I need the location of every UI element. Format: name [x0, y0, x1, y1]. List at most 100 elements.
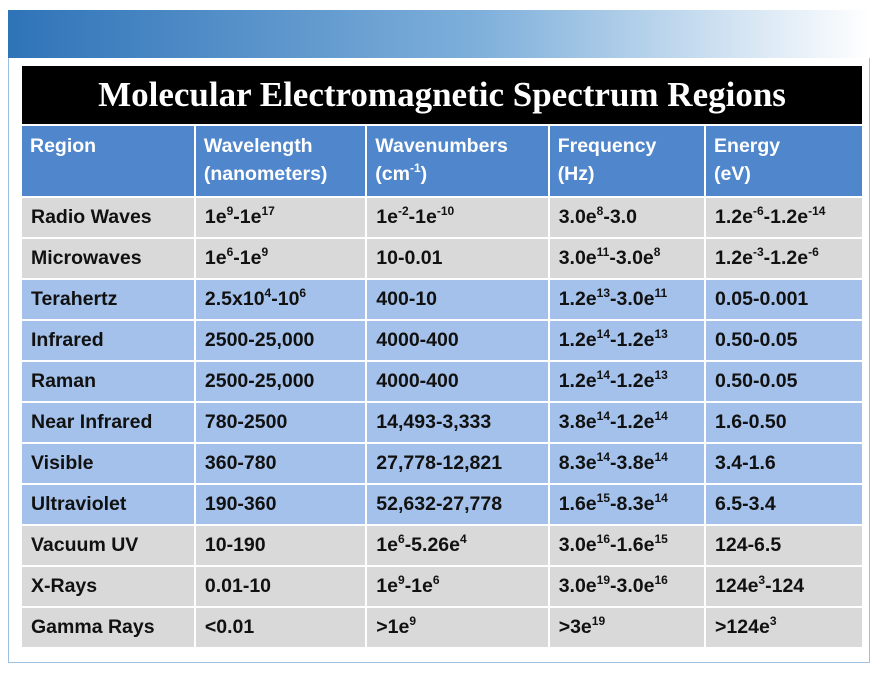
value-cell: 0.05-0.001 — [706, 280, 862, 319]
value-cell: >1e9 — [367, 608, 548, 647]
text: -1.2e — [610, 329, 655, 351]
value-cell: 10-0.01 — [367, 239, 548, 278]
text: -1.6e — [610, 534, 655, 556]
table-row: Infrared 2500-25,000 4000-400 1.2e14-1.2e13… — [22, 321, 862, 360]
text: 2.5x10 — [204, 288, 265, 310]
value-cell: 1.2e-6-1.2e-14 — [706, 198, 862, 237]
text: 3.8e — [558, 411, 597, 433]
text: ) — [420, 163, 428, 185]
region-cell: Microwaves — [22, 239, 194, 278]
value-cell: 10-190 — [195, 526, 366, 565]
text: Wavelength — [203, 135, 313, 157]
superscript: 14 — [654, 450, 668, 464]
header-line: Wavenumbers — [375, 132, 539, 160]
region-cell: Radio Waves — [22, 198, 194, 237]
superscript: 14 — [596, 327, 610, 341]
text: 360-780 — [204, 452, 277, 474]
text: <0.01 — [204, 616, 255, 638]
superscript: 8 — [596, 204, 604, 218]
header-cell: Energy (eV) — [706, 126, 862, 196]
slide-frame — [8, 58, 870, 663]
table-row: Vacuum UV 10-190 1e6-5.26e4 3.0e16-1.6e15 12… — [22, 526, 862, 565]
text: 14,493-3,333 — [376, 411, 492, 433]
text: 3.0e — [558, 206, 597, 228]
text: 1.2e — [715, 247, 753, 269]
text: Terahertz — [31, 288, 118, 310]
text: 1e — [376, 534, 398, 556]
text: >124e — [715, 616, 770, 638]
header-row: Region Wavelength (nanometers) Wavenumbers (… — [22, 126, 862, 196]
superscript: 6 — [398, 532, 405, 546]
superscript: -3 — [752, 245, 764, 259]
superscript: -1 — [409, 161, 421, 175]
text: Infrared — [31, 329, 104, 351]
text: Near Infrared — [31, 411, 153, 433]
value-cell: 4000-400 — [367, 321, 548, 360]
superscript: 9 — [398, 573, 405, 587]
value-cell: 0.50-0.05 — [706, 321, 862, 360]
header-line: (cm-1) — [375, 160, 539, 188]
text: 2500-25,000 — [204, 329, 315, 351]
value-cell: 2500-25,000 — [195, 321, 366, 360]
text: (cm — [375, 163, 410, 185]
text: -3.0 — [603, 206, 637, 228]
text: X-Rays — [31, 575, 98, 597]
value-cell: 400-10 — [367, 280, 548, 319]
text: 780-2500 — [204, 411, 288, 433]
text: Region — [30, 135, 97, 157]
value-cell: 3.0e19-3.0e16 — [549, 567, 705, 606]
header-line: Wavelength — [204, 132, 357, 160]
superscript: 9 — [226, 204, 234, 218]
value-cell: 360-780 — [195, 444, 366, 483]
region-cell: Ultraviolet — [22, 485, 194, 524]
text: 0.50-0.05 — [715, 329, 798, 351]
value-cell: 1.6e15-8.3e14 — [549, 485, 705, 524]
table-row: Near Infrared 780-2500 14,493-3,333 3.8e14-… — [22, 403, 862, 442]
table-row: Microwaves 1e6-1e9 10-0.01 3.0e11-3.0e8 1.2e… — [22, 239, 862, 278]
table-row: X-Rays 0.01-10 1e9-1e6 3.0e19-3.0e16 124e3-1… — [22, 567, 862, 606]
value-cell: 1.2e-3-1.2e-6 — [706, 239, 862, 278]
header-line: Frequency — [558, 132, 696, 160]
superscript: 4 — [459, 532, 467, 546]
superscript: -6 — [808, 245, 819, 259]
header-line: Energy — [714, 132, 854, 160]
superscript: 16 — [596, 532, 610, 546]
text: 52,632-27,778 — [376, 493, 503, 515]
text: Visible — [31, 452, 94, 474]
region-cell: Vacuum UV — [22, 526, 194, 565]
text: -124 — [765, 575, 805, 597]
text: -8.3e — [610, 493, 655, 515]
superscript: 3 — [769, 614, 777, 628]
value-cell: 780-2500 — [195, 403, 366, 442]
superscript: 14 — [596, 450, 610, 464]
text: 1e — [376, 206, 398, 228]
table-row: Raman 2500-25,000 4000-400 1.2e14-1.2e13 0.5… — [22, 362, 862, 401]
text: -1.2e — [610, 370, 655, 392]
superscript: 17 — [261, 204, 275, 218]
header-bar — [8, 10, 870, 58]
header-cell: Wavenumbers (cm-1) — [367, 126, 548, 196]
text: 1e — [376, 575, 398, 597]
text: Wavenumbers — [375, 135, 508, 157]
value-cell: 1e9-1e17 — [195, 198, 366, 237]
text: 6.5-3.4 — [715, 493, 776, 515]
superscript: -6 — [752, 204, 764, 218]
text: 1.6e — [558, 493, 597, 515]
superscript: 19 — [591, 614, 606, 628]
table-title: Molecular Electromagnetic Spectrum Regio… — [22, 66, 862, 124]
value-cell: 3.8e14-1.2e14 — [549, 403, 705, 442]
value-cell: 1e6-1e9 — [195, 239, 366, 278]
text: -1e — [233, 247, 262, 269]
value-cell: 1.2e14-1.2e13 — [549, 321, 705, 360]
value-cell: 3.0e8-3.0 — [549, 198, 705, 237]
text: 0.01-10 — [204, 575, 272, 597]
text: -5.26e — [404, 534, 460, 556]
superscript: -2 — [398, 204, 409, 218]
text: -1.2e — [763, 247, 809, 269]
value-cell: 4000-400 — [367, 362, 548, 401]
text: Frequency — [557, 135, 657, 157]
text: 3.0e — [558, 575, 597, 597]
value-cell: >3e19 — [549, 608, 705, 647]
value-cell: 3.0e16-1.6e15 — [549, 526, 705, 565]
